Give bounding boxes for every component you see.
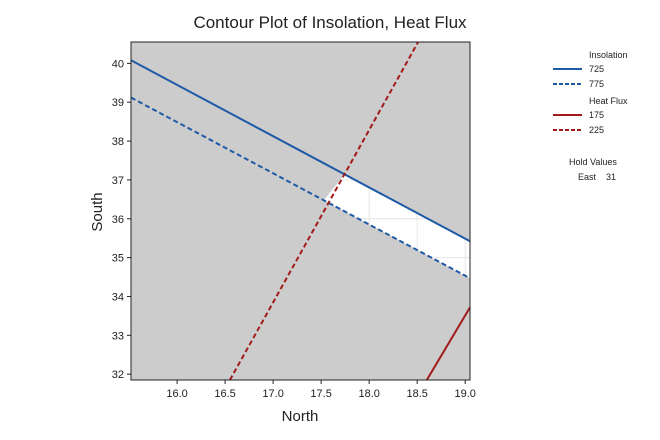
legend-entry-label: 775 [589,79,604,89]
y-tick-label: 39 [112,97,124,109]
contour-line-insolation-725 [130,59,471,243]
x-axis-label: North [282,408,319,425]
chart-title: Contour Plot of Insolation, Heat Flux [193,13,467,32]
y-tick-label: 34 [112,291,124,303]
plot-area [130,41,471,381]
contour-line-heat-flux-175 [425,306,471,381]
feasible-region [324,173,470,279]
x-tick-label: 17.0 [262,388,283,400]
x-tick-label: 19.0 [454,388,475,400]
legend-entry-label: 725 [589,64,604,74]
y-tick-label: 37 [112,175,124,187]
plot-frame [130,41,471,381]
y-tick-label: 32 [112,369,124,381]
y-axis-label: South [89,192,106,231]
infeasible-region [131,42,470,380]
legend: Insolation 725 775 Heat Flux 175 225 [553,50,628,135]
x-tick-label: 16.5 [214,388,235,400]
y-tick-label: 35 [112,253,124,265]
y-axis: 32 33 34 35 36 37 38 39 40 [112,58,131,381]
legend-entry-label: 175 [589,110,604,120]
x-tick-label: 17.5 [310,388,331,400]
x-tick-label: 18.5 [406,388,427,400]
hold-values: Hold Values East 31 [569,157,617,182]
x-tick-label: 18.0 [358,388,379,400]
x-axis: 16.0 16.5 17.0 17.5 18.0 18.5 19.0 [166,380,476,400]
legend-group-title: Insolation [589,50,628,60]
contour-line-heat-flux-225 [229,41,420,381]
y-tick-label: 40 [112,58,124,70]
contour-lines [130,41,471,381]
y-tick-label: 33 [112,330,124,342]
y-tick-label: 36 [112,214,124,226]
legend-entry-label: 225 [589,125,604,135]
x-tick-label: 16.0 [166,388,187,400]
hold-variable-name: East [578,172,597,182]
y-tick-label: 38 [112,136,124,148]
legend-group-title: Heat Flux [589,96,628,106]
contour-line-insolation-775 [130,96,471,280]
hold-values-title: Hold Values [569,157,617,167]
hold-variable-value: 31 [606,172,616,182]
